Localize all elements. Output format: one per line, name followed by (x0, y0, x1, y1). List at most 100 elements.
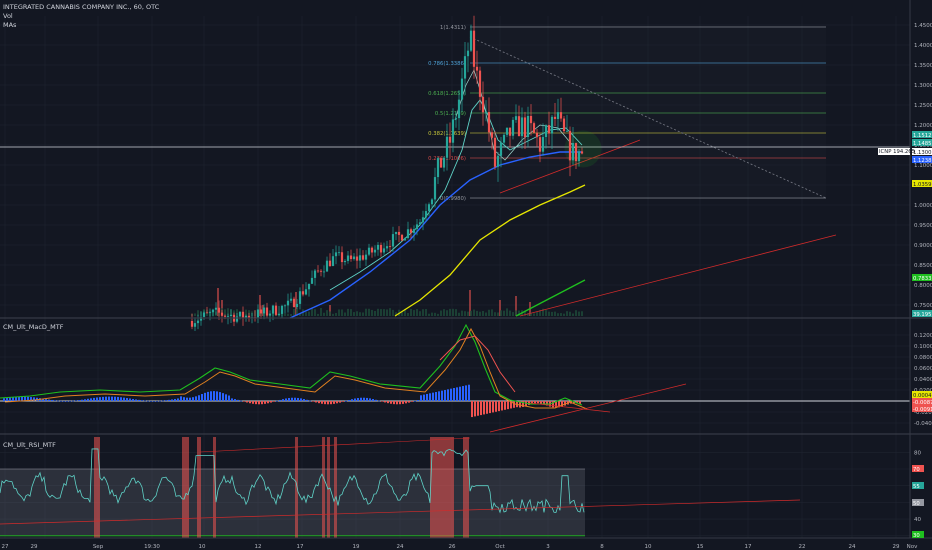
candle-body (529, 115, 533, 124)
volume-bar (308, 311, 310, 316)
candle-body (475, 66, 479, 71)
candle-body (532, 123, 536, 133)
price-tick-label: 1.3000 (914, 83, 932, 89)
macd-histogram-bar (177, 398, 179, 401)
macd-histogram-bar (108, 396, 110, 401)
candle-body (469, 30, 473, 51)
macd-histogram-bar (441, 390, 443, 401)
macd-tick-label: 0.1200 (914, 333, 932, 339)
rsi-tag: 30 (912, 531, 924, 539)
macd-histogram-bar (495, 401, 497, 412)
rsi-trend-line (199, 437, 471, 453)
macd-histogram-bar (366, 397, 368, 401)
candle-body (259, 309, 263, 314)
macd-histogram-bar (291, 397, 293, 401)
volume-bar (344, 312, 346, 316)
macd-histogram-bar (195, 396, 197, 401)
macd-histogram-bar (417, 400, 419, 401)
volume-bar (416, 309, 418, 316)
volume-bar (581, 311, 583, 316)
volume-bar (485, 312, 487, 316)
macd-histogram-bar (120, 397, 122, 401)
macd-histogram-bar (213, 391, 215, 401)
volume-bar (563, 313, 565, 316)
macd-indicator-title[interactable]: CM_Ult_MacD_MTF (3, 323, 64, 331)
macd-histogram-bar (363, 397, 365, 401)
volume-indicator-label[interactable]: Vol (3, 12, 13, 20)
macd-tag: 0.0004 (912, 391, 932, 399)
rsi-axis[interactable]: 80706050403070555030 (912, 450, 924, 540)
candle-body (319, 270, 323, 272)
macd-histogram-bar (276, 400, 278, 402)
volume-bar (572, 313, 574, 316)
rsi-overbought-zone (94, 437, 100, 538)
macd-histogram-bar (324, 401, 326, 405)
price-axis[interactable]: 1.4500 1.4000 1.3500 1.3000 1.2500 1.2000 1.15… (878, 23, 932, 318)
volume-bar (491, 309, 493, 316)
candle-body (385, 246, 389, 249)
volume-bar (217, 288, 219, 316)
time-axis[interactable]: 27 29 Sep 19:30 10 12 17 19 24 26 Oct 3 8 10 15 17 22 24 2… (2, 544, 919, 550)
macd-histogram-bar (294, 397, 296, 401)
price-tag-background (912, 156, 932, 163)
rsi-indicator-title[interactable]: CM_Ult_RSI_MTF (3, 441, 56, 449)
candle-body (523, 117, 527, 137)
macd-trend-line (529, 402, 611, 413)
macd-axis[interactable]: 0.12000.10000.08000.06000.04000.0200-0.0… (912, 333, 932, 427)
macd-histogram-bar (447, 389, 449, 401)
candle-body (559, 112, 563, 119)
volume-bar (287, 313, 289, 316)
macd-histogram-bar (501, 401, 503, 411)
price-tag-background (912, 148, 932, 155)
candle-body (286, 300, 290, 306)
macd-histogram-bar (507, 401, 509, 410)
price-tag-label: 1.0359 (913, 182, 932, 188)
macd-histogram-bar (399, 401, 401, 405)
candle-body (322, 271, 326, 273)
price-tag-label: 0.7833 (913, 276, 932, 282)
macd-histogram-bar (489, 401, 491, 414)
volume-bar (446, 310, 448, 316)
macd-histogram-bar (30, 397, 32, 401)
macd-histogram-bar (165, 400, 167, 401)
price-tick-label: 1.4000 (914, 43, 932, 49)
candle-body (562, 118, 566, 132)
macd-histogram-bar (579, 401, 581, 404)
candle-body (553, 116, 557, 119)
macd-histogram-bar (504, 401, 506, 410)
candle-body (388, 246, 392, 247)
volume-bar (380, 309, 382, 316)
macd-histogram-bar (249, 401, 251, 404)
moving-averages-label[interactable]: MAs (3, 21, 17, 29)
volume-bar (404, 308, 406, 316)
macd-histogram-bar (543, 401, 545, 405)
candle-body (418, 222, 422, 225)
volume-bar (512, 312, 514, 316)
macd-histogram-bar (357, 398, 359, 401)
macd-histogram-bar (288, 398, 290, 401)
candle-body (442, 157, 446, 168)
macd-histogram-bar (144, 400, 146, 402)
macd-histogram-bar (408, 401, 410, 403)
volume-bar (323, 312, 325, 316)
candle-body (517, 116, 521, 137)
fib-zone (470, 27, 826, 198)
candle-body (238, 311, 242, 317)
macd-histogram-bar (207, 391, 209, 401)
time-tick-label: 26 (449, 544, 456, 550)
fibonacci-retracement[interactable]: 1(1.4311) 0.786(1.3386) 0.618(1.2655) 0.5(1… (428, 25, 826, 202)
volume-bar (560, 313, 562, 316)
candle-body (229, 314, 233, 316)
macd-histogram-bar (102, 396, 104, 401)
macd-histogram-bar (183, 397, 185, 401)
volume-bar (530, 312, 532, 316)
macd-histogram-bar (261, 401, 263, 405)
candle-body (301, 291, 305, 295)
rsi-overbought-zone (295, 437, 298, 538)
time-tick-label: 24 (397, 544, 404, 550)
candle-body (454, 118, 458, 120)
macd-histogram-bar (24, 396, 26, 401)
macd-tick-label: 0.0800 (914, 355, 932, 361)
